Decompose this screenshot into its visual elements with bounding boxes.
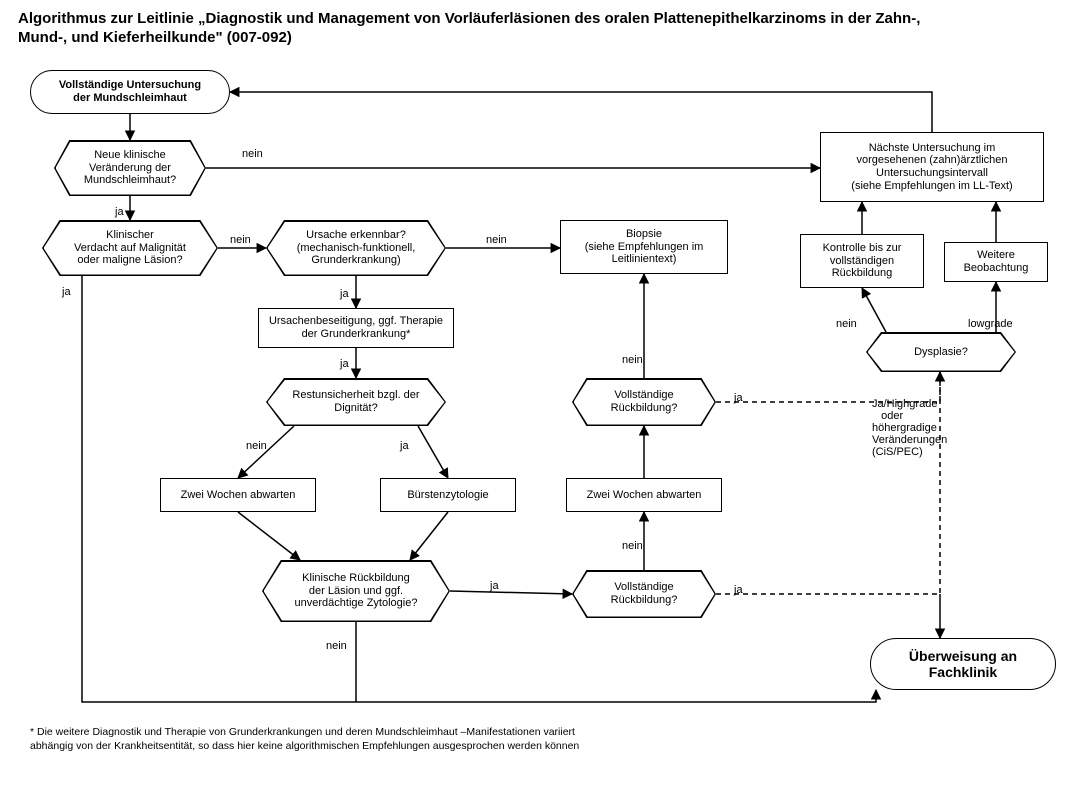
edge-label-l_nein1: nein: [242, 148, 263, 160]
node-p_buerste: Bürstenzytologie: [380, 478, 516, 512]
node-p_next: Nächste Untersuchung imvorgesehenen (zah…: [820, 132, 1044, 202]
decision-q_dysp: Dysplasie?: [868, 334, 1015, 371]
edge-label-l_lowgrade: lowgrade: [968, 318, 1013, 330]
edge-11: [410, 512, 448, 560]
node-q_vollr2: VollständigeRückbildung?: [572, 570, 716, 618]
edge-label-l_ja2: ja: [62, 286, 71, 298]
decision-q_rest: Restunsicherheit bzgl. derDignität?: [268, 380, 445, 425]
decision-q_verdacht: KlinischerVerdacht auf Malignitätoder ma…: [44, 222, 217, 275]
edge-label-l_ja7: ja: [734, 392, 743, 404]
edge-label-l_highgrade: Ja/Highgrade oderhöhergradigeVeränderung…: [872, 398, 947, 458]
edge-label-l_nein2: nein: [230, 234, 251, 246]
node-q_ursache: Ursache erkennbar?(mechanisch-funktionel…: [266, 220, 446, 276]
decision-q_ursache: Ursache erkennbar?(mechanisch-funktionel…: [268, 222, 445, 275]
edge-label-l_nein5: nein: [326, 640, 347, 652]
node-q_dysp: Dysplasie?: [866, 332, 1016, 372]
node-p_2w_a: Zwei Wochen abwarten: [160, 478, 316, 512]
node-end: Überweisung anFachklinik: [870, 638, 1056, 690]
node-p_ursachenb: Ursachenbeseitigung, ggf. Therapieder Gr…: [258, 308, 454, 348]
node-p_beob: WeitereBeobachtung: [944, 242, 1048, 282]
edge-label-l_ja1: ja: [115, 206, 124, 218]
edge-label-l_nein4: nein: [246, 440, 267, 452]
edge-12: [450, 591, 572, 594]
edge-8: [238, 426, 294, 478]
node-q_verdacht: KlinischerVerdacht auf Malignitätoder ma…: [42, 220, 218, 276]
edge-label-l_nein8: nein: [836, 318, 857, 330]
edge-10: [238, 512, 300, 560]
edge-19: [862, 288, 886, 332]
edge-label-l_ja8: ja: [734, 584, 743, 596]
node-q_rueckb: Klinische Rückbildungder Läsion und ggf.…: [262, 560, 450, 622]
node-p_kontrolle: Kontrolle bis zurvollständigenRückbildun…: [800, 234, 924, 288]
flowchart-canvas: Algorithmus zur Leitlinie „Diagnostik un…: [0, 0, 1079, 785]
decision-q_rueckb: Klinische Rückbildungder Läsion und ggf.…: [264, 562, 449, 621]
decision-q_vollr1: VollständigeRückbildung?: [574, 380, 715, 425]
decision-q_neu: Neue klinischeVeränderung derMundschleim…: [56, 142, 205, 195]
edge-9: [418, 426, 448, 478]
edge-label-l_ja6: ja: [490, 580, 499, 592]
diagram-title: Algorithmus zur Leitlinie „Diagnostik un…: [18, 10, 1069, 48]
node-p_biopsie: Biopsie(siehe Empfehlungen imLeitlinient…: [560, 220, 728, 274]
node-p_2w_b: Zwei Wochen abwarten: [566, 478, 722, 512]
edge-label-l_nein6: nein: [622, 354, 643, 366]
edge-label-l_ja3: ja: [340, 288, 349, 300]
decision-q_vollr2: VollständigeRückbildung?: [574, 572, 715, 617]
node-q_rest: Restunsicherheit bzgl. derDignität?: [266, 378, 446, 426]
footnote: * Die weitere Diagnostik und Therapie vo…: [30, 726, 579, 753]
node-q_vollr1: VollständigeRückbildung?: [572, 378, 716, 426]
edge-23: [230, 92, 932, 132]
node-start: Vollständige Untersuchungder Mundschleim…: [30, 70, 230, 114]
edge-label-l_ja5: ja: [400, 440, 409, 452]
edge-label-l_nein7: nein: [622, 540, 643, 552]
edge-label-l_ja4: ja: [340, 358, 349, 370]
node-q_neu: Neue klinischeVeränderung derMundschleim…: [54, 140, 206, 196]
edge-label-l_nein3: nein: [486, 234, 507, 246]
